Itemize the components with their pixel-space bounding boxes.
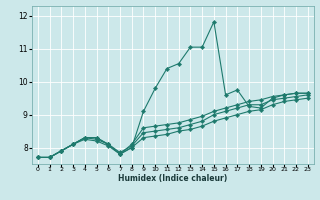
X-axis label: Humidex (Indice chaleur): Humidex (Indice chaleur)	[118, 174, 228, 183]
